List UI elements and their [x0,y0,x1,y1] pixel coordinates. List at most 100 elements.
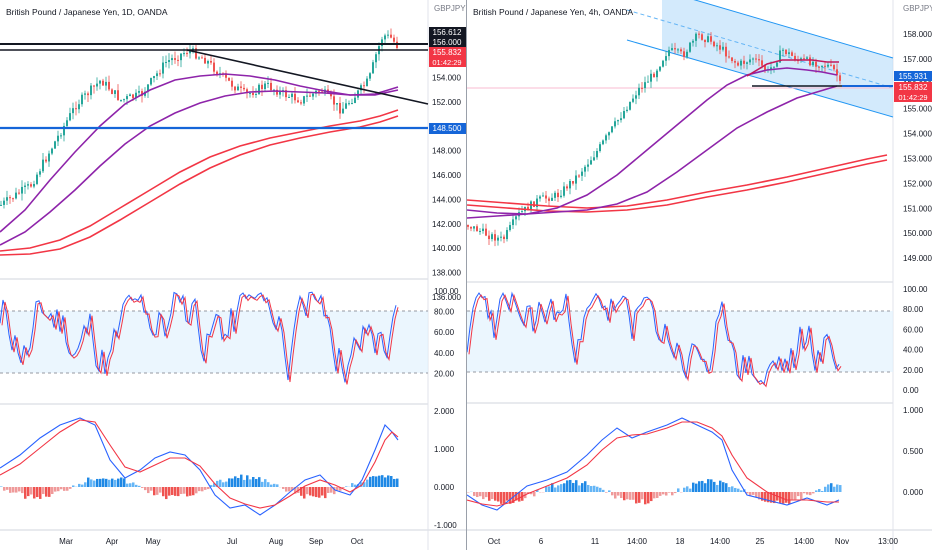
candle-body [512,219,514,225]
candle-body [809,57,811,65]
macd-signal-line [0,420,398,508]
macd-histogram-bar [102,478,105,487]
macd-histogram-bar [33,487,36,498]
candle-body [99,81,101,84]
macd-histogram-bar [533,492,536,496]
candle-body [255,94,257,95]
candle-body [198,57,200,58]
macd-histogram-bar [629,492,632,500]
candle-body [752,59,754,60]
macd-histogram-bar [180,487,183,494]
candle-body [291,94,293,97]
macd-histogram-bar [192,487,195,495]
candle-body [692,41,694,43]
right-chart-svg[interactable]: 158.000157.000156.000155.000154.000153.0… [467,0,932,550]
candle-body [641,88,643,89]
macd-histogram-bar [219,480,222,487]
candle-body [60,135,62,136]
price-axis: 158.000157.000156.000155.000154.000153.0… [903,30,932,263]
macd-histogram-bar [93,481,96,487]
macd-histogram-bar [476,492,479,497]
time-tick-label: Aug [269,537,283,546]
macd-histogram-bar [99,479,102,487]
candle-body [572,181,574,184]
candle-body [659,67,661,71]
macd-histogram-bar [78,484,81,487]
macd-histogram-bar [72,485,75,487]
macd-histogram-bar [156,487,159,495]
axis-tick-label: -1.000 [434,521,457,530]
candle-body [312,94,314,97]
macd-histogram-bar [96,479,99,487]
axis-tick-label: 154.000 [432,73,461,82]
macd-histogram-bar [12,487,15,492]
candle-body [494,234,496,240]
axis-tick-label: 0.00 [903,386,919,395]
macd-histogram-bar [285,487,288,492]
macd-histogram-bar [713,482,716,492]
candle-body [348,103,350,104]
time-tick-label: Oct [488,537,501,546]
macd-histogram-bar [45,487,48,497]
axis-tick-label: 152.000 [903,179,932,188]
candle-body [21,187,23,194]
candle-body [725,47,727,57]
left-chart-panel[interactable]: 156.000154.000152.000150.000148.000146.0… [0,0,466,550]
candle-body [171,58,173,60]
candle-body [599,144,601,151]
moving-average-red-slow [0,116,398,255]
axis-tick-label: 157.000 [903,55,932,64]
macd-histogram-bar [614,492,617,499]
symbol-ticker-label: GBPJPY [903,4,932,13]
candle-body [674,48,676,49]
candle-body [761,60,763,65]
macd-histogram-bar [797,492,800,496]
macd-histogram-bar [372,476,375,487]
axis-tick-label: 1.000 [903,406,924,415]
macd-histogram-bar [366,480,369,487]
macd-histogram-bar [249,479,252,487]
candle-body [243,88,245,89]
candle-body [506,230,508,239]
macd-histogram-bar [593,486,596,492]
candle-body [581,172,583,176]
candle-body [165,62,167,63]
level-price-text: 155.931 [899,72,928,81]
left-chart-svg[interactable]: 156.000154.000152.000150.000148.000146.0… [0,0,466,550]
time-tick-label: 14:00 [794,537,815,546]
candle-body [126,96,128,99]
macd-histogram-bar [788,492,791,504]
macd-histogram-bar [306,487,309,494]
macd-histogram-bar [51,487,54,494]
macd-histogram-bar [384,477,387,487]
price-badge-high-text: 156.612 [433,28,462,37]
axis-tick-label: 100.00 [434,287,459,296]
time-tick-label: 14:00 [710,537,731,546]
macd-histogram-bar [189,487,192,496]
macd-histogram-bar [57,487,60,491]
candle-body [665,56,667,61]
macd-histogram-bar [662,492,665,494]
macd-histogram-bar [321,487,324,496]
candle-body [381,39,383,46]
macd-histogram-bar [222,482,225,487]
macd-histogram-bar [315,487,318,497]
axis-tick-label: 60.00 [903,325,924,334]
candle-body [159,73,161,74]
candle-body [0,205,2,206]
right-chart-panel[interactable]: 158.000157.000156.000155.000154.000153.0… [466,0,932,550]
candle-body [839,75,841,81]
candle-body [479,231,481,232]
macd-histogram-bar [150,487,153,491]
macd-histogram-bar [740,490,743,492]
axis-tick-label: 148.000 [432,147,461,156]
candle-body [231,81,233,87]
candle-body [96,84,98,87]
time-tick-label: 11 [591,537,600,546]
macd-histogram-bar [800,492,803,500]
macd-histogram-bar [572,483,575,492]
candle-body [390,35,392,38]
candle-body [300,102,302,103]
moving-average-purple-slow [467,86,837,214]
